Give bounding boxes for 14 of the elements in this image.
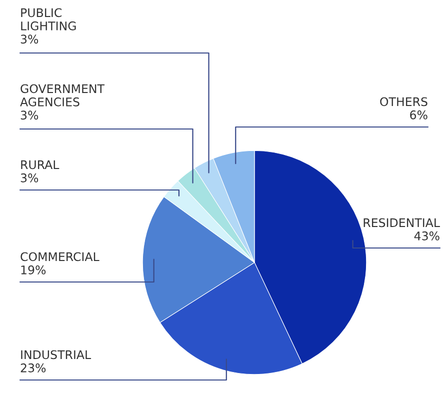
data-label: 3% (20, 110, 38, 120)
slice-label: COMMERCIAL (20, 252, 100, 262)
data-label: 23% (20, 363, 46, 372)
data-label: 43% (414, 231, 440, 240)
slice-label: OTHERS (380, 97, 428, 106)
slice-label: GOVERNMENT AGENCIES (20, 84, 105, 106)
slice-label: PUBLIC LIGHTING (21, 8, 76, 30)
data-label: 3% (20, 34, 38, 44)
slice-label: INDUSTRIAL (21, 350, 92, 360)
slice-label: RURAL (21, 160, 60, 170)
data-label: 19% (21, 265, 46, 274)
slice-label: RESIDENTIAL (364, 218, 440, 228)
data-label: 3% (20, 173, 38, 182)
data-label: 6% (410, 110, 428, 120)
